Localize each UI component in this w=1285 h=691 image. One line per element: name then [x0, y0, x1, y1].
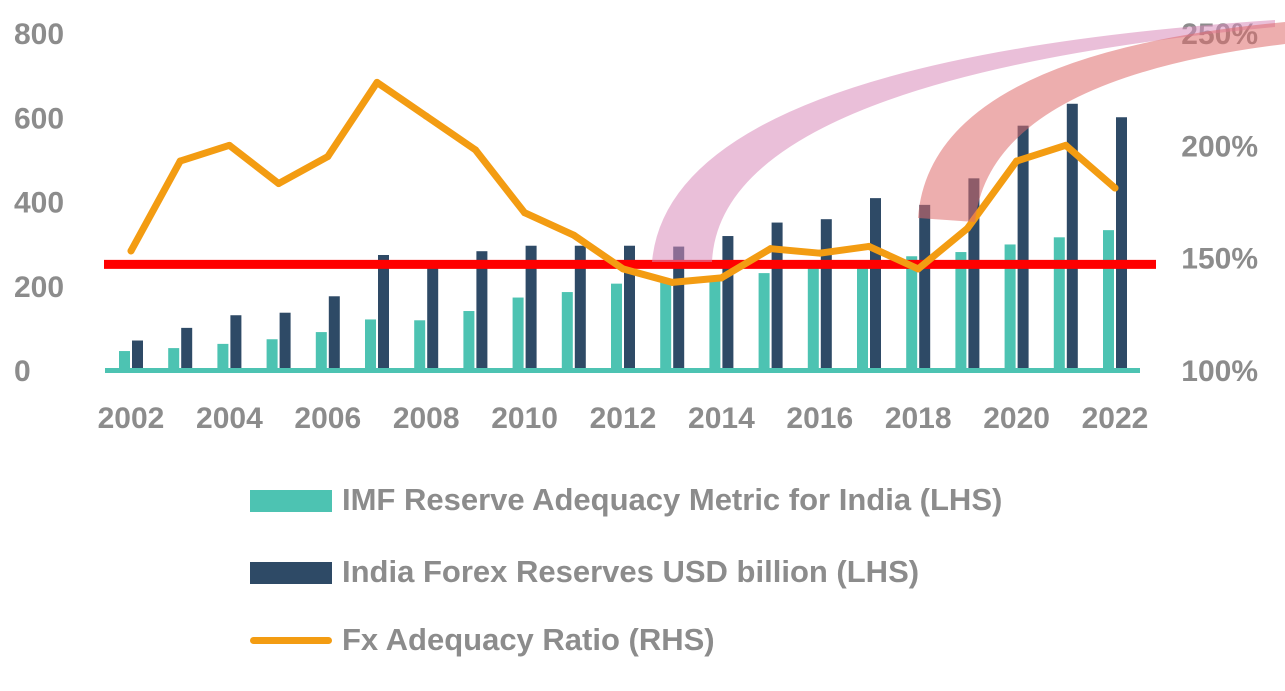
- bar-forex-2012: [624, 245, 635, 370]
- x-tick-2006: 2006: [294, 402, 361, 435]
- ratio-point-2010: [521, 209, 529, 217]
- ratio-point-2002: [127, 247, 135, 255]
- bar-imf-2017: [857, 261, 868, 370]
- bar-forex-2019: [968, 178, 980, 370]
- bar-imf-2021: [1053, 237, 1065, 370]
- x-tick-2004: 2004: [196, 402, 263, 435]
- ratio-point-2005: [275, 180, 283, 188]
- bar-forex-2009: [476, 251, 488, 370]
- x-tick-2010: 2010: [491, 402, 558, 435]
- ratio-line-layer: [127, 78, 1119, 286]
- right-tick-200pct: 200%: [1181, 130, 1258, 163]
- x-axis: 2002 2004 2006 2008 2010 2012 2014 2016 2018 2020…: [98, 402, 1149, 435]
- ratio-point-2009: [471, 146, 479, 154]
- bar-imf-2012: [611, 283, 622, 370]
- left-tick-800: 800: [14, 18, 64, 51]
- legend-label-imf: IMF Reserve Adequacy Metric for India (L…: [342, 482, 1003, 517]
- x-axis-baseline: [105, 368, 1140, 373]
- arc-annotations: [652, 20, 1285, 262]
- bar-forex-2013: [673, 246, 685, 370]
- bar-forex-2005: [279, 312, 291, 370]
- bar-forex-2004: [230, 315, 242, 370]
- bar-imf-2020: [1004, 244, 1016, 370]
- bar-imf-2013: [660, 279, 672, 370]
- arc-highlight-pink: [652, 20, 1275, 262]
- right-tick-150pct: 150%: [1181, 243, 1258, 276]
- ratio-point-2015: [767, 245, 775, 253]
- ratio-point-2008: [422, 112, 430, 120]
- ratio-point-2003: [176, 157, 184, 165]
- bar-imf-2014: [709, 276, 721, 370]
- ratio-point-2014: [717, 274, 725, 282]
- ratio-point-2018: [914, 265, 922, 273]
- bar-forex-2021: [1066, 103, 1078, 371]
- bar-imf-2008: [414, 320, 426, 370]
- bar-imf-2016: [807, 266, 819, 370]
- ratio-point-2004: [225, 141, 233, 149]
- x-tick-2022: 2022: [1082, 402, 1149, 435]
- bar-imf-2003: [168, 348, 180, 370]
- bar-forex-2022: [1116, 117, 1127, 370]
- bar-imf-2004: [217, 343, 229, 370]
- ratio-point-2022: [1111, 184, 1119, 192]
- x-tick-2018: 2018: [885, 402, 952, 435]
- bar-imf-2018: [906, 256, 918, 370]
- x-tick-2002: 2002: [98, 402, 165, 435]
- bar-imf-2010: [512, 297, 524, 370]
- ratio-point-2017: [865, 242, 873, 250]
- bar-imf-2002: [119, 351, 130, 370]
- bar-imf-2009: [463, 311, 475, 370]
- bar-forex-2017: [870, 198, 881, 370]
- bar-forex-2020: [1017, 125, 1029, 370]
- legend-label-forex: India Forex Reserves USD billion (LHS): [342, 554, 920, 589]
- ratio-point-2020: [1013, 157, 1021, 165]
- bar-imf-2006: [315, 332, 327, 370]
- left-tick-200: 200: [14, 271, 64, 304]
- bar-forex-2014: [722, 236, 734, 370]
- ratio-point-2007: [373, 78, 381, 86]
- arc-highlight-red: [918, 22, 1285, 222]
- bar-imf-2007: [365, 319, 376, 370]
- ratio-point-2021: [1062, 141, 1070, 149]
- legend-swatch-imf: [250, 490, 332, 512]
- x-tick-2012: 2012: [590, 402, 657, 435]
- legend-swatch-ratio: [250, 637, 332, 644]
- left-tick-400: 400: [14, 187, 64, 220]
- ratio-point-2013: [668, 278, 676, 286]
- right-axis: 100%150%200%250%: [1181, 18, 1258, 388]
- left-tick-0: 0: [14, 355, 31, 388]
- ratio-point-2016: [816, 249, 824, 257]
- bar-forex-2003: [181, 327, 193, 370]
- right-tick-100pct: 100%: [1181, 355, 1258, 388]
- bar-forex-2010: [525, 245, 537, 370]
- x-tick-2008: 2008: [393, 402, 460, 435]
- bar-forex-2008: [427, 263, 439, 370]
- bar-forex-2006: [328, 296, 340, 370]
- bar-imf-2015: [758, 273, 770, 370]
- x-tick-2014: 2014: [688, 402, 755, 435]
- x-tick-2020: 2020: [983, 402, 1050, 435]
- bar-imf-2005: [266, 339, 278, 370]
- ratio-point-2011: [570, 231, 578, 239]
- legend-label-ratio: Fx Adequacy Ratio (RHS): [342, 622, 715, 657]
- left-tick-600: 600: [14, 102, 64, 135]
- bar-imf-2022: [1103, 230, 1114, 370]
- bar-imf-2019: [955, 252, 967, 370]
- ratio-point-2006: [324, 153, 332, 161]
- bar-forex-2007: [378, 254, 389, 370]
- bar-forex-2011: [574, 245, 586, 370]
- legend-swatch-forex: [250, 562, 332, 584]
- bar-forex-2015: [771, 222, 783, 370]
- bar-forex-2018: [919, 204, 931, 370]
- x-tick-2016: 2016: [786, 402, 853, 435]
- bar-imf-2011: [561, 292, 573, 370]
- bar-forex-2002: [132, 340, 143, 370]
- bars-layer: [119, 103, 1127, 371]
- ratio-point-2012: [619, 265, 627, 273]
- ratio-point-2019: [963, 224, 971, 232]
- left-axis: 0 200 400 600 800: [14, 18, 64, 388]
- bar-forex-2016: [820, 219, 832, 370]
